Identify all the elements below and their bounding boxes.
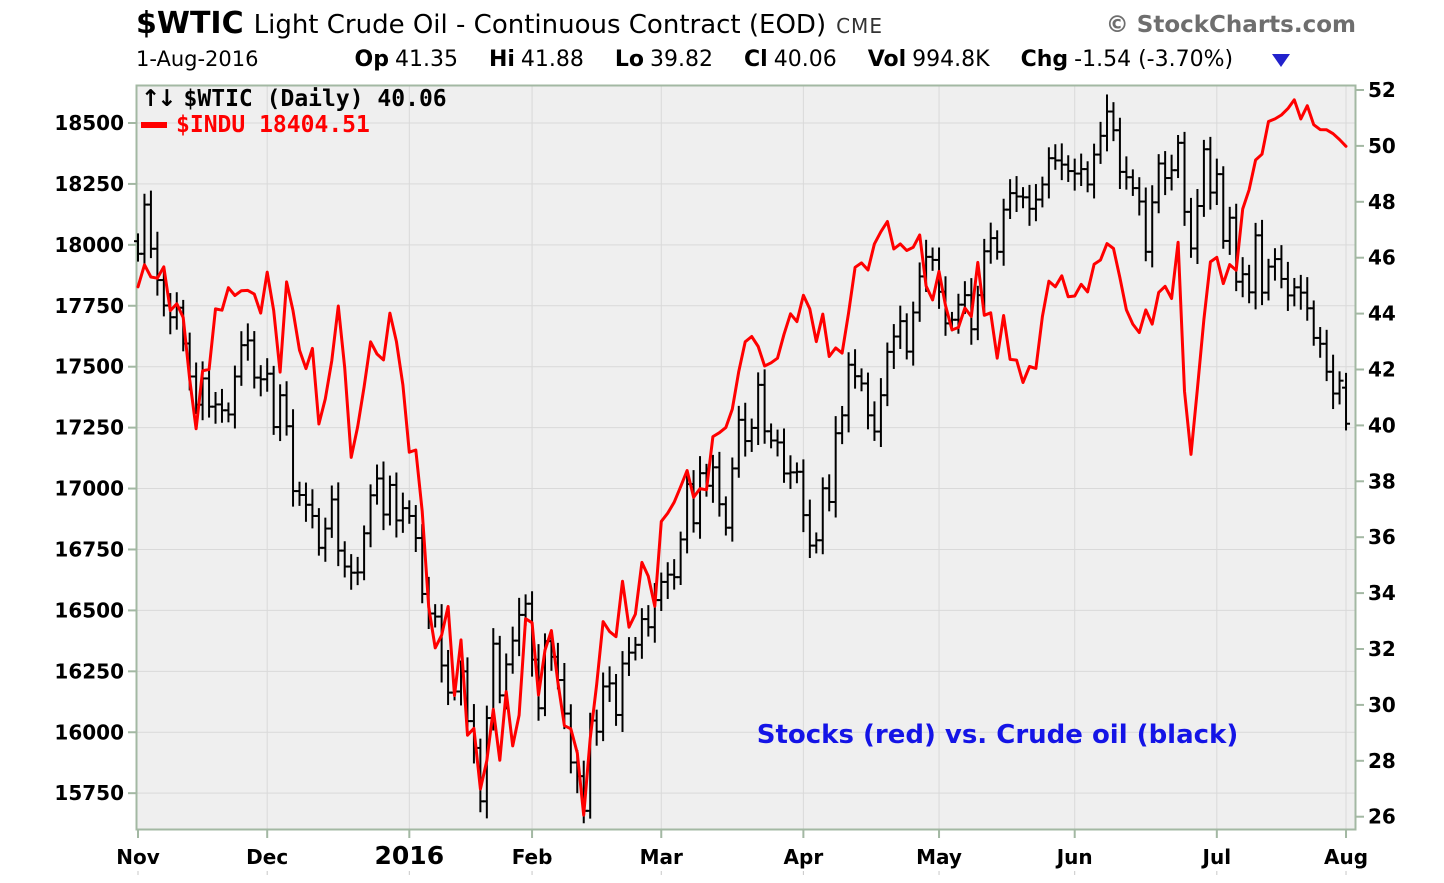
left-axis-label: 17500 [54, 355, 124, 379]
chart-header: $WTIC Light Crude Oil - Continuous Contra… [136, 6, 1358, 41]
right-axis-label: 44 [1368, 302, 1396, 326]
left-axis-label: 17750 [54, 294, 124, 318]
x-axis-label: Feb [512, 845, 553, 869]
exchange-label: CME [836, 14, 883, 38]
right-axis-label: 38 [1368, 469, 1396, 493]
right-axis-label: 46 [1368, 246, 1396, 270]
left-axis-label: 16000 [54, 720, 124, 744]
x-axis-label: Jun [1055, 845, 1093, 869]
right-axis-label: 48 [1368, 190, 1396, 214]
vertical-gridlines [266, 85, 1347, 830]
indu-legend-text: $INDU 18404.51 [176, 112, 370, 138]
indu-line-swatch-icon [141, 122, 167, 128]
left-axis-label: 15750 [54, 781, 124, 805]
left-axis-label: 17250 [54, 416, 124, 440]
right-axis-label: 50 [1368, 134, 1396, 158]
open-quote: Op 41.35 [354, 47, 458, 72]
left-axis-label: 16750 [54, 537, 124, 561]
left-axis-label: 16500 [54, 598, 124, 622]
quote-row: 1-Aug-2016 Op 41.35 Hi 41.88 Lo 39.82 Cl 40.… [136, 47, 1366, 72]
right-axis-label: 36 [1368, 525, 1396, 549]
chart-title: Light Crude Oil - Continuous Contract (E… [253, 10, 827, 40]
right-axis-label: 28 [1368, 749, 1396, 773]
axis-labels: 18500 18250 18000 17750 17500 17250 17000 16750… [54, 78, 1396, 875]
change-quote: Chg -1.54 (-3.70%) [1020, 47, 1234, 72]
left-axis-label: 18250 [54, 172, 124, 196]
right-axis-label: 30 [1368, 693, 1396, 717]
wtic-legend-text: $WTIC (Daily) 40.06 [183, 86, 447, 112]
right-axis-label: 32 [1368, 637, 1396, 661]
quote-date: 1-Aug-2016 [136, 47, 259, 71]
right-axis-label: 40 [1368, 413, 1396, 437]
x-axis-label: Nov [116, 845, 160, 869]
high-quote: Hi 41.88 [488, 47, 584, 72]
x-axis-label: Dec [246, 845, 288, 869]
plot-frame [135, 84, 1357, 831]
wtic-legend: ↑↓ $WTIC (Daily) 40.06 [141, 86, 447, 112]
indu-line-path [136, 98, 1348, 817]
left-axis-label: 18000 [54, 233, 124, 257]
x-axis-label: 2016 [375, 841, 445, 870]
volume-quote: Vol 994.8K [867, 47, 990, 72]
right-axis-label: 52 [1368, 78, 1396, 102]
x-axis-label: Apr [784, 845, 824, 869]
symbol: $WTIC [136, 6, 244, 41]
x-axis-label: Mar [640, 845, 683, 869]
chart-annotation: Stocks (red) vs. Crude oil (black) [756, 720, 1239, 750]
indu-legend: $INDU 18404.51 [141, 112, 370, 138]
left-axis-label: 16250 [54, 659, 124, 683]
plot-background [136, 85, 1356, 830]
right-axis-label: 34 [1368, 581, 1396, 605]
close-quote: Cl 40.06 [744, 47, 837, 72]
right-axis-label: 42 [1368, 358, 1396, 382]
x-axis-label: Jul [1201, 845, 1232, 869]
right-axis-label: 26 [1368, 805, 1396, 829]
low-quote: Lo 39.82 [614, 47, 714, 72]
left-axis-label: 18500 [54, 111, 124, 135]
horizontal-gridlines [136, 122, 1356, 794]
stockcharts-credit: © StockCharts.com [1105, 12, 1356, 38]
x-axis-label: Aug [1324, 845, 1368, 869]
left-axis-label: 17000 [54, 477, 124, 501]
change-down-triangle-icon [1272, 54, 1291, 67]
x-axis-label: May [916, 845, 962, 869]
updown-arrows-icon: ↑↓ [141, 86, 177, 112]
